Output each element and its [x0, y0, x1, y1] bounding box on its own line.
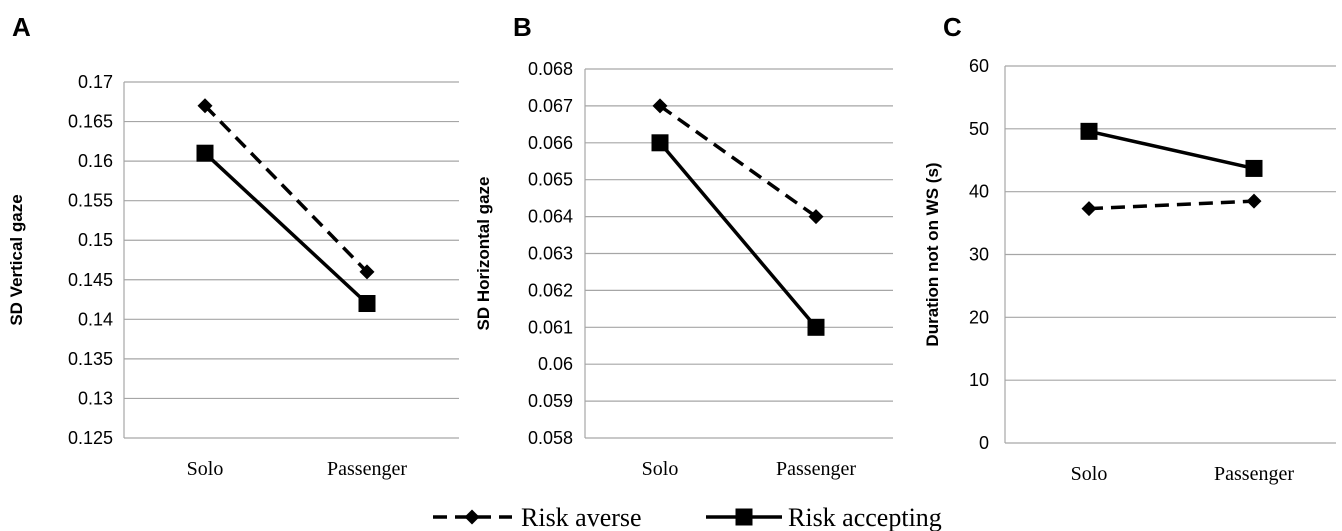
- y-tick-label: 0.15: [78, 230, 113, 250]
- y-tick-label: 10: [969, 370, 989, 390]
- y-axis-label: Duration not on WS (s): [923, 162, 942, 346]
- chart-panels: A 0.125 0.13 0.135 0.14 0.145 0.15 0.155 0.16 0.1…: [7, 12, 1336, 485]
- series-line-risk-accepting: [205, 153, 367, 303]
- data-point-square: [808, 319, 825, 336]
- legend-marker-diamond: [465, 510, 480, 525]
- series-line-risk-averse: [205, 106, 367, 272]
- y-tick-label: 0.16: [78, 151, 113, 171]
- legend: Risk averse Risk accepting: [433, 503, 942, 531]
- y-tick-label: 0.058: [528, 428, 573, 448]
- y-tick-label: 40: [969, 182, 989, 202]
- y-axis-label: SD Horizontal gaze: [474, 177, 493, 331]
- panel-letter: B: [513, 12, 532, 42]
- panel-letter: C: [943, 12, 962, 42]
- data-point-diamond: [1247, 194, 1262, 209]
- x-tick-label: Solo: [642, 458, 679, 480]
- y-tick-label: 0.062: [528, 280, 573, 300]
- y-tick-label: 0: [979, 433, 989, 453]
- y-tick-label: 0.155: [68, 191, 113, 211]
- series-line-risk-accepting: [660, 143, 816, 327]
- y-tick-label: 0.065: [528, 170, 573, 190]
- data-point-diamond: [1082, 201, 1097, 216]
- y-tick-label: 0.068: [528, 59, 573, 79]
- x-tick-label: Passenger: [776, 458, 856, 480]
- data-point-square: [359, 295, 376, 312]
- x-tick-label: Passenger: [327, 458, 407, 480]
- series-line-risk-accepting: [1089, 131, 1254, 168]
- data-point-square: [1246, 160, 1263, 177]
- legend-item: Risk accepting: [706, 503, 942, 531]
- data-point-square: [1081, 123, 1098, 140]
- panel-b: B 0.058 0.059 0.06 0.061 0.062 0.063 0.064 0.065…: [474, 12, 893, 480]
- legend-label: Risk accepting: [788, 503, 942, 531]
- x-tick-label: Passenger: [1214, 463, 1294, 485]
- y-tick-label: 60: [969, 56, 989, 76]
- y-tick-label: 50: [969, 119, 989, 139]
- y-tick-label: 0.063: [528, 244, 573, 264]
- panel-c: C 0 10 20 30 40 50 60 Duration not on WS (s) Solo…: [923, 12, 1336, 485]
- y-tick-label: 0.135: [68, 349, 113, 369]
- y-tick-label: 0.145: [68, 270, 113, 290]
- legend-item: Risk averse: [433, 503, 642, 531]
- y-tick-label: 0.165: [68, 112, 113, 132]
- y-tick-label: 0.061: [528, 317, 573, 337]
- y-axis-label: SD Vertical gaze: [7, 194, 26, 325]
- y-tick-label: 0.067: [528, 96, 573, 116]
- legend-marker-square: [736, 509, 753, 526]
- data-point-square: [652, 134, 669, 151]
- series-line-risk-averse: [660, 106, 816, 217]
- y-tick-label: 30: [969, 245, 989, 265]
- y-tick-label: 0.125: [68, 428, 113, 448]
- y-tick-label: 0.059: [528, 391, 573, 411]
- y-tick-label: 20: [969, 307, 989, 327]
- y-tick-label: 0.17: [78, 72, 113, 92]
- legend-label: Risk averse: [521, 503, 642, 531]
- data-point-square: [197, 145, 214, 162]
- y-tick-label: 0.13: [78, 388, 113, 408]
- y-tick-label: 0.06: [538, 354, 573, 374]
- y-tick-label: 0.066: [528, 133, 573, 153]
- x-tick-label: Solo: [1071, 463, 1108, 485]
- y-tick-label: 0.14: [78, 309, 113, 329]
- y-tick-label: 0.064: [528, 207, 573, 227]
- series-line-risk-averse: [1089, 201, 1254, 209]
- x-tick-label: Solo: [187, 458, 224, 480]
- panel-letter: A: [12, 12, 31, 42]
- panel-a: A 0.125 0.13 0.135 0.14 0.145 0.15 0.155 0.16 0.1…: [7, 12, 459, 480]
